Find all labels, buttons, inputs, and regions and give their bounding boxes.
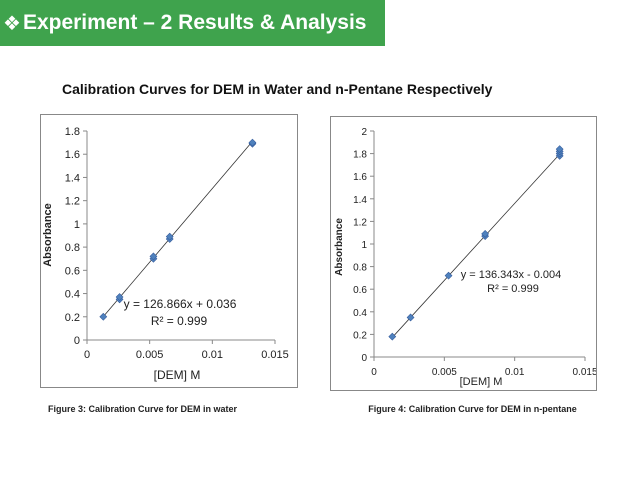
y-tick-label: 0.4: [353, 308, 367, 319]
y-tick-label: 2: [361, 127, 367, 138]
data-point: [149, 252, 158, 261]
x-axis-title: [DEM] M: [460, 376, 503, 388]
slide-header: ❖ Experiment – 2 Results & Analysis: [0, 0, 385, 46]
y-tick-label: 1.4: [65, 172, 80, 184]
r-squared-label: R² = 0.999: [151, 314, 208, 328]
y-axis-title: Absorbance: [334, 218, 345, 276]
slide-subtitle: Calibration Curves for DEM in Water and …: [62, 81, 493, 97]
y-tick-label: 0.6: [353, 285, 367, 296]
chart-water-box: 0 0.2 0.4 0.6 0.8 1 1.2 1.4 1.6 1.8 0 0.005 0.01 0.01…: [40, 114, 298, 388]
x-axis-title: [DEM] M: [154, 368, 201, 382]
chart-water: 0 0.2 0.4 0.6 0.8 1 1.2 1.4 1.6 1.8 0 0.005 0.01 0.01…: [42, 126, 289, 382]
y-tick-label: 0: [74, 335, 80, 347]
chart-pentane-box: 0 0.2 0.4 0.6 0.8 1 1.2 1.4 1.6 1.8 2 0 0.005 0.01 0.0…: [330, 116, 598, 391]
figure-4-caption: Figure 4: Calibration Curve for DEM in n…: [368, 404, 577, 414]
x-tick-label: 0: [84, 349, 90, 361]
diamond-bullet-icon: ❖: [3, 11, 21, 35]
data-point: [248, 138, 257, 147]
y-tick-label: 0: [361, 353, 367, 364]
x-tick-label: 0.01: [202, 349, 223, 361]
data-point: [406, 313, 415, 322]
x-tick-label: 0.015: [572, 367, 596, 378]
y-axis-title: Absorbance: [42, 203, 54, 267]
data-point: [165, 232, 174, 241]
trendline: [391, 153, 560, 338]
trendline: [102, 141, 253, 317]
y-tick-label: 1.2: [353, 217, 367, 228]
trendline-equation: y = 136.343x - 0.004: [461, 269, 562, 281]
y-tick-label: 1.8: [65, 126, 80, 138]
y-tick-label: 0.2: [65, 312, 80, 324]
x-tick-label: 0.005: [432, 367, 457, 378]
y-tick-label: 0.6: [65, 265, 80, 277]
x-tick-label: 0.005: [136, 349, 164, 361]
slide-title: Experiment – 2 Results & Analysis: [22, 11, 367, 34]
r-squared-label: R² = 0.999: [487, 283, 539, 295]
y-tick-label: 1: [74, 219, 80, 231]
x-tick-label: 0.015: [261, 349, 289, 361]
data-point: [99, 312, 108, 321]
y-tick-label: 1: [361, 240, 367, 251]
data-point: [115, 293, 124, 301]
data-point: [388, 332, 397, 341]
y-tick-label: 0.8: [65, 242, 80, 254]
trendline-equation: y = 126.866x + 0.036: [124, 297, 237, 311]
y-tick-label: 0.4: [65, 289, 80, 301]
y-tick-label: 1.8: [353, 150, 367, 161]
y-tick-label: 1.2: [65, 196, 80, 208]
data-point: [481, 229, 490, 238]
y-tick-label: 1.6: [353, 172, 367, 183]
chart-pentane: 0 0.2 0.4 0.6 0.8 1 1.2 1.4 1.6 1.8 2 0 0.005 0.01 0.0…: [334, 127, 598, 388]
figure-3-caption: Figure 3: Calibration Curve for DEM in w…: [48, 404, 238, 414]
y-tick-label: 1.4: [353, 195, 367, 206]
x-tick-label: 0: [371, 367, 377, 378]
x-tick-label: 0.01: [505, 367, 525, 378]
y-tick-label: 1.6: [65, 149, 80, 161]
data-point: [444, 271, 453, 280]
y-tick-label: 0.2: [353, 330, 367, 341]
y-tick-label: 0.8: [353, 263, 367, 274]
data-point: [555, 145, 564, 153]
